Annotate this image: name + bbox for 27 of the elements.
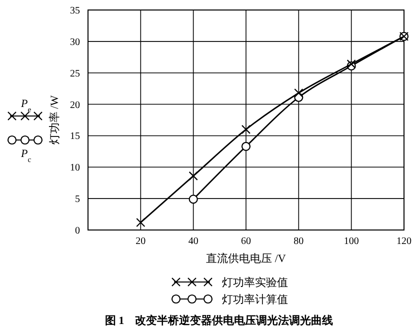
y-tick-label: 10	[70, 162, 80, 174]
x-tick-label: 80	[294, 236, 304, 247]
text: P$_{e}$	[20, 98, 32, 114]
point	[241, 124, 251, 134]
legend-label: 灯功率实验值	[222, 276, 288, 289]
x-tick-label: 40	[188, 236, 198, 247]
x-axis-title: 直流供电电压 /V	[206, 252, 286, 265]
y-tick-label: 0	[75, 226, 80, 236]
point	[188, 194, 198, 204]
x-tick-label: 60	[241, 236, 251, 247]
legend-label: 灯功率计算值	[222, 293, 288, 306]
y-tick-label: 25	[70, 68, 80, 80]
x-tick-label: 100	[344, 236, 359, 247]
y-tick-label: 5	[75, 194, 80, 206]
text: P$_{c}$	[20, 148, 32, 164]
y-tick-label: 35	[70, 6, 80, 16]
x-tick-label: 20	[136, 236, 146, 247]
point	[241, 142, 251, 151]
text: 图 1 改变半桥逆变器供电电压调光法调光曲线	[104, 314, 334, 327]
y-tick-label: 20	[70, 100, 80, 111]
y-axis-title: 灯功率 /W	[48, 94, 61, 145]
y-tick-label: 15	[70, 131, 80, 142]
point	[294, 88, 304, 98]
y-tick-label: 30	[70, 36, 80, 48]
point	[136, 218, 146, 228]
x-tick-label: 120	[396, 236, 412, 247]
point	[188, 171, 198, 180]
